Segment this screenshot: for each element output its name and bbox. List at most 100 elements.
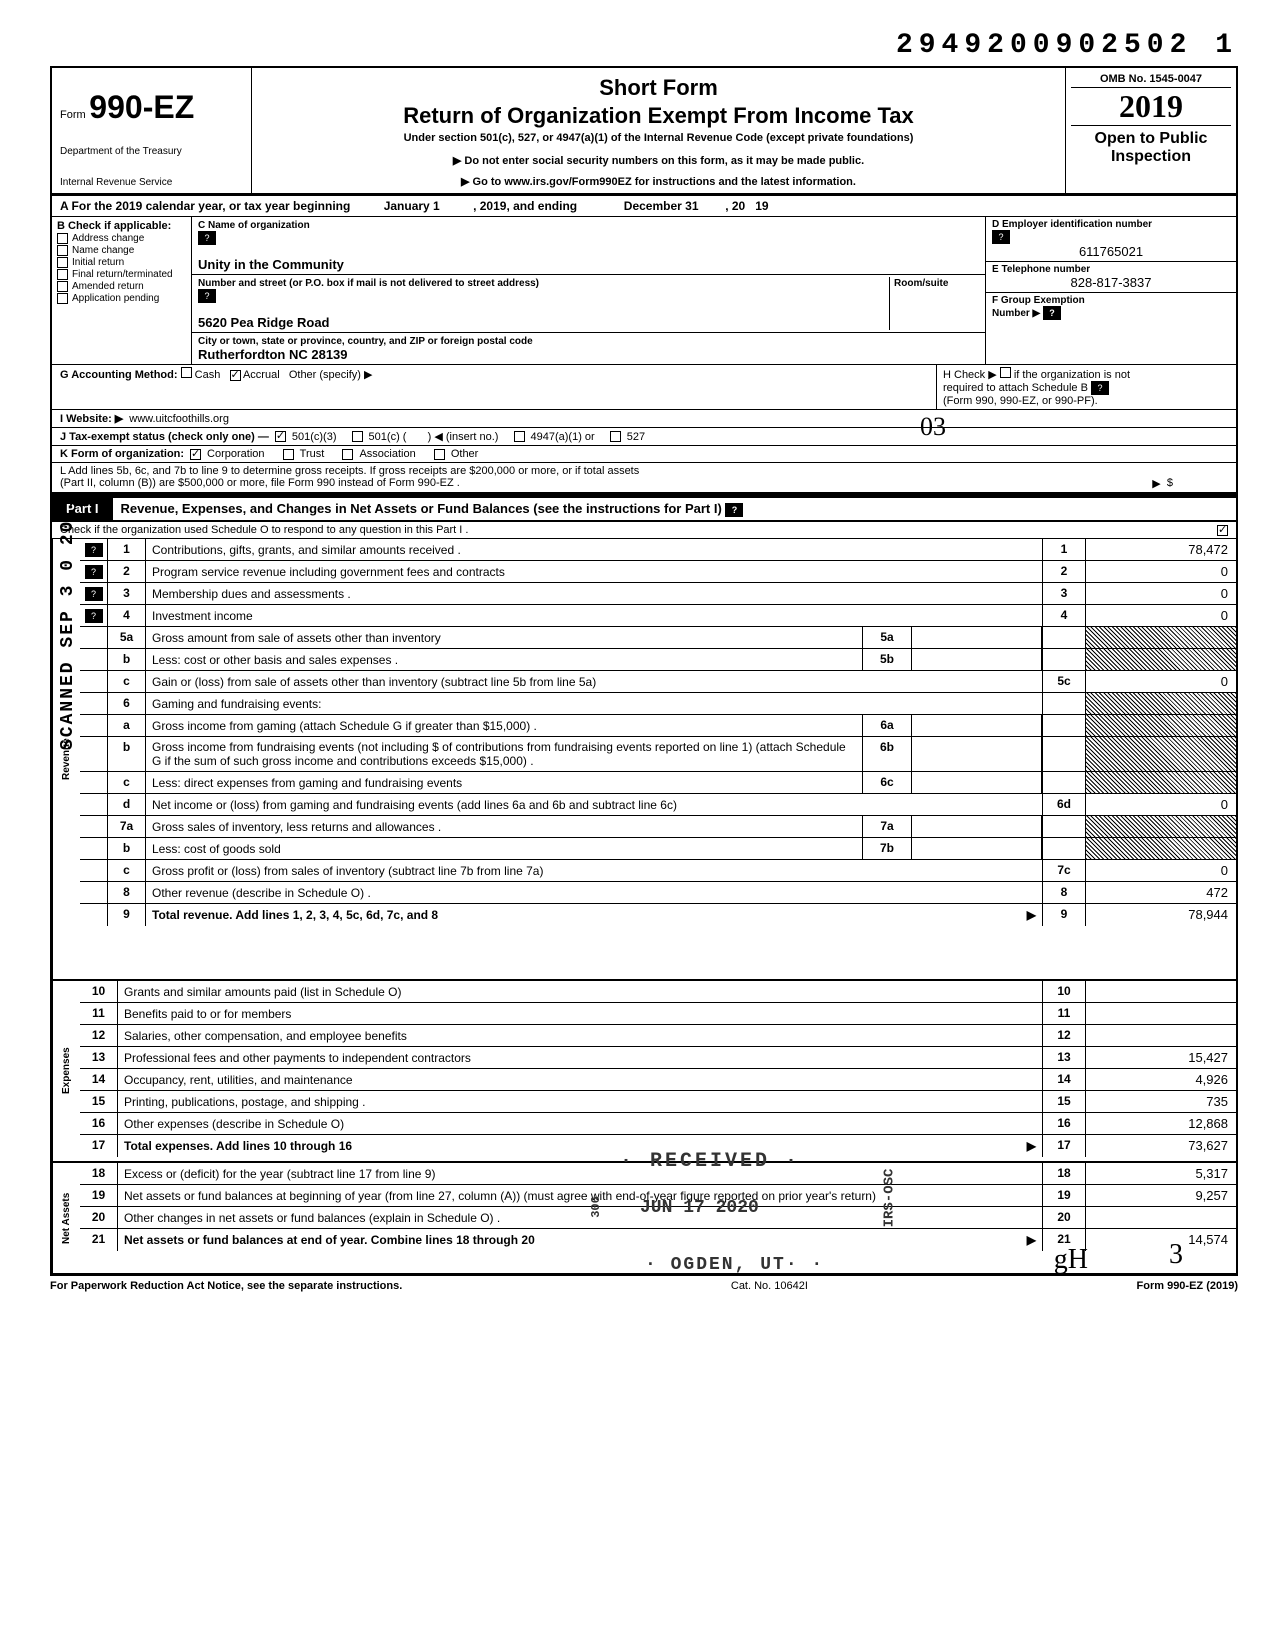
line-a: A For the 2019 calendar year, or tax yea… (50, 196, 1238, 217)
line-amount (1086, 1003, 1236, 1024)
right-line-number: 10 (1042, 981, 1086, 1002)
check-501c[interactable] (352, 431, 363, 442)
table-row: bLess: cost or other basis and sales exp… (80, 649, 1236, 671)
section-c: C Name of organization ? Unity in the Co… (192, 217, 986, 364)
part-1-title: Revenue, Expenses, and Changes in Net As… (113, 498, 1236, 520)
line-amount (1086, 627, 1236, 648)
handwriting-1: gH (1054, 1244, 1088, 1276)
check-cash[interactable] (181, 367, 192, 378)
line-number: 16 (80, 1113, 118, 1134)
mid-line-value (912, 627, 1042, 648)
mid-line-number: 7b (862, 838, 912, 859)
right-line-number: 4 (1042, 605, 1086, 626)
right-line-number: 2 (1042, 561, 1086, 582)
help-icon: ? (1091, 381, 1109, 395)
help-icon: ? (85, 609, 103, 623)
document-id: 2949200902502 1 (50, 30, 1238, 61)
check-corporation[interactable] (190, 449, 201, 460)
help-icon: ? (85, 587, 103, 601)
check-schedule-o[interactable] (1217, 525, 1228, 536)
line-description: Program service revenue including govern… (146, 561, 1042, 582)
scanned-stamp: SCANNED SEP 3 0 2021 (58, 494, 78, 750)
line-number: 10 (80, 981, 118, 1002)
line-amount: 0 (1086, 860, 1236, 881)
mid-line-number: 6c (862, 772, 912, 793)
line-number: d (108, 794, 146, 815)
line-number: 5a (108, 627, 146, 648)
check-4947[interactable] (514, 431, 525, 442)
check-association[interactable] (342, 449, 353, 460)
line-number: b (108, 649, 146, 670)
table-row: ?3Membership dues and assessments .30 (80, 583, 1236, 605)
dept-treasury: Department of the Treasury (60, 146, 243, 157)
check-amended-return[interactable] (57, 281, 68, 292)
help-icon: ? (198, 289, 216, 303)
line-description: Professional fees and other payments to … (118, 1047, 1042, 1068)
line-description: Contributions, gifts, grants, and simila… (146, 539, 1042, 560)
line-amount (1086, 1025, 1236, 1046)
table-row: dNet income or (loss) from gaming and fu… (80, 794, 1236, 816)
line-description: Membership dues and assessments . (146, 583, 1042, 604)
table-row: 12Salaries, other compensation, and empl… (80, 1025, 1236, 1047)
right-line-number: 3 (1042, 583, 1086, 604)
line-number: 20 (80, 1207, 118, 1228)
check-527[interactable] (610, 431, 621, 442)
check-trust[interactable] (283, 449, 294, 460)
right-line-number: 8 (1042, 882, 1086, 903)
right-line-number: 20 (1042, 1207, 1086, 1228)
right-line-number (1042, 838, 1086, 859)
line-description: Net income or (loss) from gaming and fun… (146, 794, 1042, 815)
line-description: Less: cost or other basis and sales expe… (146, 649, 862, 670)
right-line-number (1042, 627, 1086, 648)
line-number: 18 (80, 1163, 118, 1184)
check-501c3[interactable] (275, 431, 286, 442)
netassets-side-label: Net Assets (52, 1163, 80, 1273)
table-row: bLess: cost of goods sold7b (80, 838, 1236, 860)
check-application-pending[interactable] (57, 293, 68, 304)
line-description: Gain or (loss) from sale of assets other… (146, 671, 1042, 692)
line-amount: 0 (1086, 794, 1236, 815)
help-icon: ? (85, 543, 103, 557)
line-number: 15 (80, 1091, 118, 1112)
check-address-change[interactable] (57, 233, 68, 244)
section-de: D Employer identification number ? 61176… (986, 217, 1236, 364)
line-number: 4 (108, 605, 146, 626)
line-description: Other expenses (describe in Schedule O) (118, 1113, 1042, 1134)
right-line-number: 13 (1042, 1047, 1086, 1068)
line-description: Other revenue (describe in Schedule O) . (146, 882, 1042, 903)
mid-line-value (912, 816, 1042, 837)
line-amount (1086, 816, 1236, 837)
right-line-number: 14 (1042, 1069, 1086, 1090)
line-number: a (108, 715, 146, 736)
check-other-org[interactable] (434, 449, 445, 460)
table-row: cLess: direct expenses from gaming and f… (80, 772, 1236, 794)
table-row: 6Gaming and fundraising events: (80, 693, 1236, 715)
mid-line-number: 6a (862, 715, 912, 736)
table-row: 13Professional fees and other payments t… (80, 1047, 1236, 1069)
stamp-306: 306 (589, 1196, 603, 1218)
mid-line-value (912, 715, 1042, 736)
right-line-number (1042, 772, 1086, 793)
mid-line-number: 5a (862, 627, 912, 648)
line-description: Salaries, other compensation, and employ… (118, 1025, 1042, 1046)
check-accrual[interactable] (230, 370, 241, 381)
line-description: Total revenue. Add lines 1, 2, 3, 4, 5c,… (146, 904, 1042, 926)
table-row: 10Grants and similar amounts paid (list … (80, 981, 1236, 1003)
section-b: B Check if applicable: Address change Na… (52, 217, 192, 364)
expenses-side-label: Expenses (52, 981, 80, 1161)
form-header: Form 990-EZ Department of the Treasury I… (50, 66, 1238, 196)
line-number: c (108, 772, 146, 793)
handwriting-3: 03 (920, 412, 946, 442)
line-amount (1086, 1207, 1236, 1228)
line-number: 1 (108, 539, 146, 560)
check-final-return[interactable] (57, 269, 68, 280)
line-number: 14 (80, 1069, 118, 1090)
check-schedule-b[interactable] (1000, 367, 1011, 378)
received-stamp: · RECEIVED · (620, 1150, 800, 1173)
line-description: Gaming and fundraising events: (146, 693, 1042, 714)
line-amount: 735 (1086, 1091, 1236, 1112)
check-name-change[interactable] (57, 245, 68, 256)
table-row: 7aGross sales of inventory, less returns… (80, 816, 1236, 838)
check-initial-return[interactable] (57, 257, 68, 268)
help-icon: ? (992, 230, 1010, 244)
